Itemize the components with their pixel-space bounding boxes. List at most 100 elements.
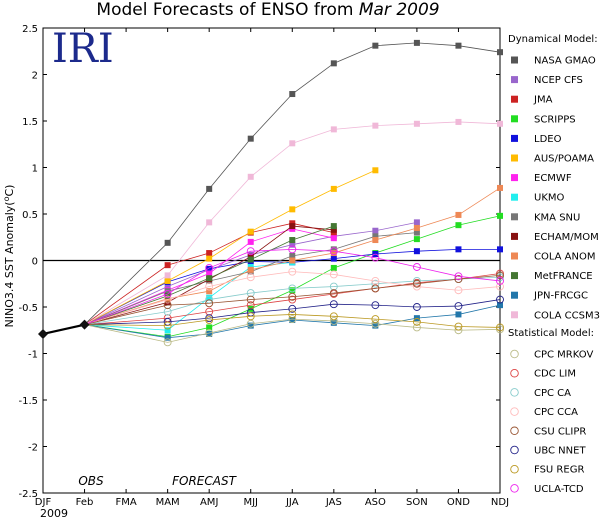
legend-swatch xyxy=(510,484,519,493)
series-marker xyxy=(288,267,297,276)
series-marker xyxy=(163,290,172,298)
series-marker xyxy=(206,219,213,226)
series-marker xyxy=(246,289,255,297)
series-marker xyxy=(164,239,171,246)
series-marker xyxy=(164,299,171,306)
series-marker xyxy=(330,126,337,133)
series-marker xyxy=(497,246,503,253)
legend-swatch xyxy=(511,252,518,260)
y-tick-label: -1.5 xyxy=(18,396,38,407)
series-marker xyxy=(412,282,421,291)
series-marker xyxy=(205,282,214,291)
legend-swatch xyxy=(511,154,518,162)
series-marker xyxy=(289,252,296,259)
x-tick-label: AMJ xyxy=(200,497,218,508)
series-line xyxy=(84,271,501,326)
series-cpc-mrkov xyxy=(84,315,504,347)
legend-item: CPC MRKOV xyxy=(510,350,593,361)
series-marker xyxy=(288,310,297,319)
series-marker xyxy=(372,122,379,129)
series-line xyxy=(84,248,501,326)
series-marker xyxy=(455,222,462,229)
series-marker xyxy=(289,237,296,244)
series-marker xyxy=(371,301,380,310)
series-marker xyxy=(412,303,421,311)
series-marker xyxy=(289,206,296,213)
legend-swatch xyxy=(511,311,518,319)
series-marker xyxy=(329,289,338,297)
legend-swatch xyxy=(511,115,518,123)
series-marker xyxy=(206,330,213,337)
series-nasa-gmao xyxy=(84,39,503,325)
series-line xyxy=(84,121,501,326)
series-marker xyxy=(246,312,255,321)
x-tick-label: FMA xyxy=(115,497,136,508)
observed-line xyxy=(42,323,85,336)
series-marker xyxy=(371,315,380,324)
series-marker xyxy=(247,322,254,329)
series-marker xyxy=(455,118,462,125)
series-line xyxy=(84,304,501,339)
series-marker xyxy=(330,250,337,257)
series-marker xyxy=(413,120,420,127)
series-marker xyxy=(289,257,296,264)
series-marker xyxy=(205,314,214,323)
series-marker xyxy=(497,120,503,127)
legend-label: UBC NNET xyxy=(534,446,586,457)
series-marker xyxy=(329,247,338,256)
series-marker xyxy=(288,315,297,324)
series-marker xyxy=(164,262,171,269)
legend-item: CPC CA xyxy=(510,388,571,399)
series-marker xyxy=(289,140,296,147)
series-line xyxy=(84,248,500,326)
series-marker xyxy=(163,307,172,316)
legend-label: COLA ANOM xyxy=(534,252,596,263)
series-marker xyxy=(412,277,421,285)
series-marker xyxy=(247,228,254,235)
series-cpc-cca xyxy=(84,267,504,326)
series-marker xyxy=(288,292,297,301)
series-marker xyxy=(412,323,421,332)
legend-label: ECHAM/MOM xyxy=(534,232,599,243)
year-label: 2009 xyxy=(40,507,68,520)
series-marker xyxy=(496,323,504,332)
series-lines xyxy=(84,39,504,347)
series-marker xyxy=(205,307,214,316)
series-marker xyxy=(330,223,337,230)
series-marker xyxy=(163,301,172,310)
series-marker xyxy=(372,237,379,244)
x-tick-label: OND xyxy=(447,497,470,508)
chart-title-date: Mar 2009 xyxy=(359,0,440,20)
series-line xyxy=(84,187,501,326)
legend-item: LDEO xyxy=(511,134,562,145)
series-csu-clipr xyxy=(84,271,504,326)
legend-swatch xyxy=(510,388,519,397)
series-marker xyxy=(247,266,254,273)
series-marker xyxy=(206,275,213,282)
series-marker xyxy=(163,321,172,330)
chart-title-main: Model Forecasts of ENSO from xyxy=(96,0,358,20)
legend-item: NASA GMAO xyxy=(511,56,596,67)
series-marker xyxy=(371,319,380,328)
y-tick-label: 1.5 xyxy=(22,117,38,128)
series-marker xyxy=(412,317,421,326)
series-ubc-nnet xyxy=(84,295,504,326)
legend-swatch xyxy=(511,291,518,299)
series-marker xyxy=(496,282,504,291)
y-axis-label: NINO3.4 SST Anomaly(oC) xyxy=(2,185,16,328)
series-line xyxy=(84,276,501,326)
legend-swatch xyxy=(511,56,518,64)
series-marker xyxy=(454,272,463,281)
series-marker xyxy=(454,322,463,331)
series-marker xyxy=(247,135,254,142)
y-tick-label: 0.5 xyxy=(22,210,38,221)
obs-label: OBS xyxy=(78,474,104,488)
legend-label: JMA xyxy=(533,95,553,106)
legend-item: JPN-FRCGC xyxy=(511,291,588,302)
legend-item: NCEP CFS xyxy=(511,75,583,86)
y-axis-ticks: -2.5 -2 -1.5 -1 -0.5 0 0.5 1 1.5 2 2.5 xyxy=(18,24,500,500)
series-marker xyxy=(496,277,504,285)
series-marker xyxy=(372,322,379,329)
series-marker xyxy=(288,295,297,304)
series-marker xyxy=(246,295,255,304)
